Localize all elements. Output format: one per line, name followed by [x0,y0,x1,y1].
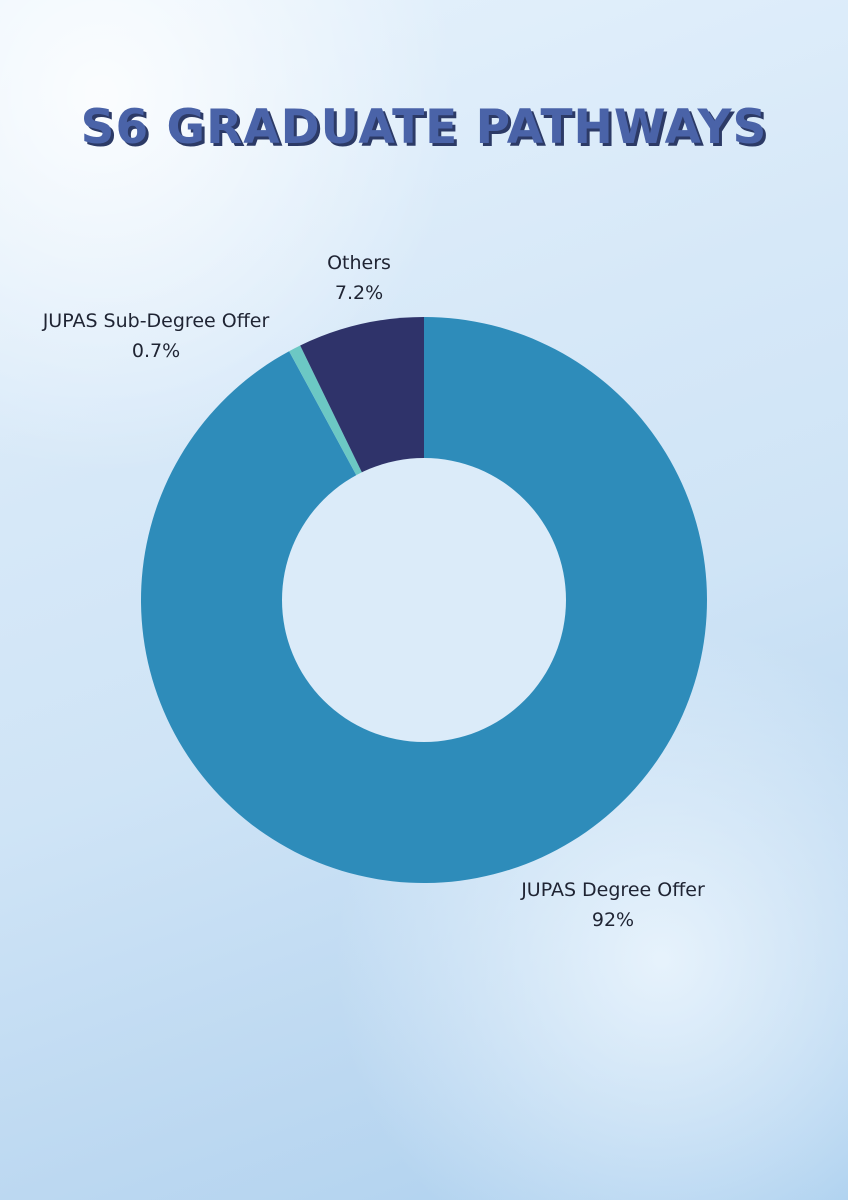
slice-label-jupas-degree-offer: JUPAS Degree Offer [520,879,705,901]
slice-label-others: Others [327,252,391,274]
slice-value-jupas-sub-degree-offer: 0.7% [132,340,180,362]
slice-label-jupas-sub-degree-offer: JUPAS Sub-Degree Offer [42,310,270,332]
page-title: S6 GRADUATE PATHWAYS [80,100,768,155]
slice-value-jupas-degree-offer: 92% [592,909,634,931]
labels-group: JUPAS Degree Offer 92% JUPAS Sub-Degree … [42,252,705,931]
donut-hole [282,458,566,742]
slice-value-others: 7.2% [335,282,383,304]
